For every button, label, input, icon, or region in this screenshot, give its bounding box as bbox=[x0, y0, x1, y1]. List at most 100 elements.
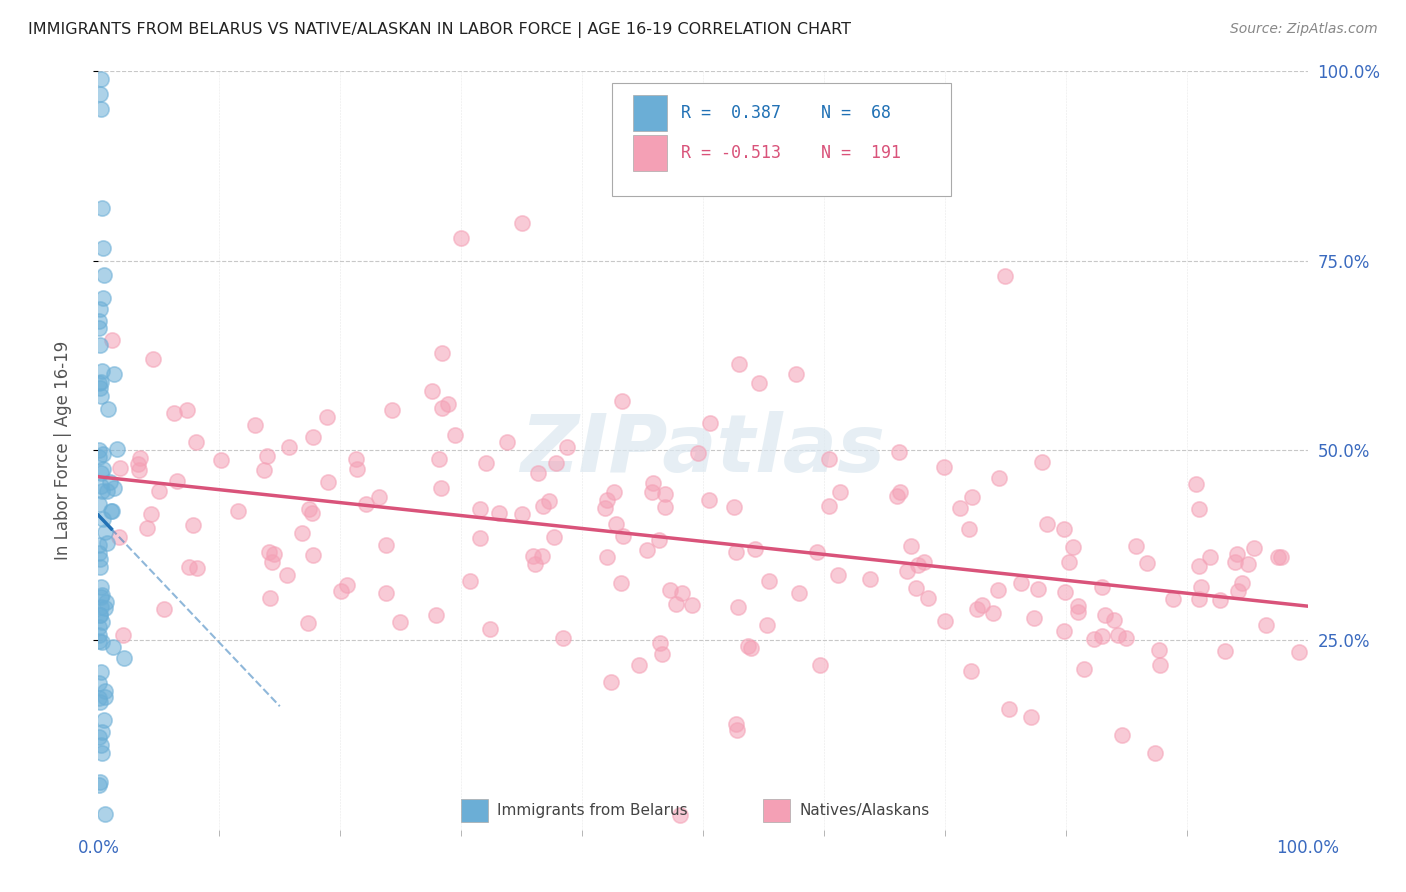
Point bbox=[90, 665, 112, 680]
Point bbox=[163, 406, 186, 420]
Point bbox=[904, 582, 927, 596]
Point bbox=[89, 546, 111, 560]
Point bbox=[960, 664, 983, 678]
Point bbox=[553, 631, 575, 645]
Point bbox=[697, 492, 720, 507]
Point bbox=[344, 451, 367, 466]
Point bbox=[1223, 556, 1246, 570]
Bar bbox=[633, 95, 666, 131]
Point bbox=[91, 484, 114, 499]
Point bbox=[388, 615, 411, 629]
Point bbox=[90, 388, 112, 402]
Text: R = -0.513    N =  191: R = -0.513 N = 191 bbox=[682, 145, 901, 162]
Point bbox=[142, 352, 165, 367]
Point bbox=[257, 545, 280, 559]
Point bbox=[654, 500, 676, 514]
Point bbox=[641, 475, 664, 490]
Point bbox=[90, 724, 112, 739]
Point bbox=[375, 585, 398, 599]
Point bbox=[907, 558, 929, 572]
Point bbox=[186, 561, 208, 575]
Point bbox=[681, 598, 703, 612]
Point bbox=[276, 567, 298, 582]
Point bbox=[1062, 541, 1084, 555]
Point bbox=[298, 502, 321, 516]
Point bbox=[89, 301, 111, 316]
Point bbox=[90, 738, 112, 752]
Point bbox=[987, 471, 1010, 485]
Point bbox=[912, 555, 935, 569]
Point bbox=[90, 364, 112, 378]
Point bbox=[228, 503, 250, 517]
Point bbox=[496, 434, 519, 449]
Point bbox=[523, 557, 546, 571]
Point bbox=[651, 647, 673, 661]
Point bbox=[596, 549, 619, 564]
Point bbox=[475, 456, 498, 470]
Point bbox=[1161, 591, 1184, 606]
Point bbox=[315, 409, 337, 424]
Point bbox=[641, 484, 664, 499]
Point bbox=[127, 457, 149, 471]
Point bbox=[665, 597, 688, 611]
Point bbox=[1010, 576, 1032, 591]
Point bbox=[259, 591, 281, 605]
Point bbox=[96, 483, 118, 498]
Point bbox=[148, 484, 170, 499]
Bar bbox=[763, 799, 790, 822]
Point bbox=[89, 608, 111, 623]
Point bbox=[90, 466, 112, 480]
Point bbox=[610, 393, 633, 408]
Point bbox=[522, 549, 544, 563]
Point bbox=[427, 451, 450, 466]
Point bbox=[531, 549, 554, 563]
Point bbox=[420, 384, 443, 398]
Point bbox=[727, 600, 749, 615]
Point bbox=[1144, 746, 1167, 760]
Point bbox=[87, 538, 110, 552]
Point bbox=[301, 506, 323, 520]
Point bbox=[430, 401, 453, 415]
Point bbox=[1094, 607, 1116, 622]
Point bbox=[510, 216, 533, 230]
Point bbox=[103, 367, 125, 381]
Point bbox=[830, 485, 852, 500]
Point bbox=[425, 607, 447, 622]
Point bbox=[1136, 556, 1159, 570]
Y-axis label: In Labor Force | Age 16-19: In Labor Force | Age 16-19 bbox=[53, 341, 72, 560]
Point bbox=[827, 568, 849, 582]
Point bbox=[1288, 645, 1310, 659]
Point bbox=[176, 403, 198, 417]
Point bbox=[89, 560, 111, 574]
Point bbox=[1213, 644, 1236, 658]
Point bbox=[686, 445, 709, 459]
Point bbox=[1053, 585, 1076, 599]
Point bbox=[1036, 516, 1059, 531]
Point bbox=[960, 490, 983, 504]
Point bbox=[808, 658, 831, 673]
Point bbox=[90, 588, 112, 602]
Point bbox=[470, 531, 492, 545]
Point bbox=[260, 556, 283, 570]
Point bbox=[354, 497, 377, 511]
Point bbox=[859, 572, 882, 586]
Point bbox=[90, 615, 112, 629]
Point bbox=[184, 435, 207, 450]
Point bbox=[1019, 710, 1042, 724]
Text: Natives/Alaskans: Natives/Alaskans bbox=[800, 803, 929, 818]
Point bbox=[90, 103, 112, 117]
Point bbox=[1254, 618, 1277, 632]
Point bbox=[91, 241, 114, 255]
Point bbox=[100, 504, 122, 518]
Point bbox=[1149, 658, 1171, 673]
Point bbox=[128, 463, 150, 477]
Bar bbox=[461, 799, 488, 822]
Point bbox=[1188, 502, 1211, 516]
Point bbox=[93, 713, 115, 727]
Point bbox=[89, 381, 111, 395]
Point bbox=[957, 521, 980, 535]
Point bbox=[91, 746, 114, 760]
Point bbox=[1057, 555, 1080, 569]
Point bbox=[94, 807, 117, 822]
Point bbox=[87, 620, 110, 634]
